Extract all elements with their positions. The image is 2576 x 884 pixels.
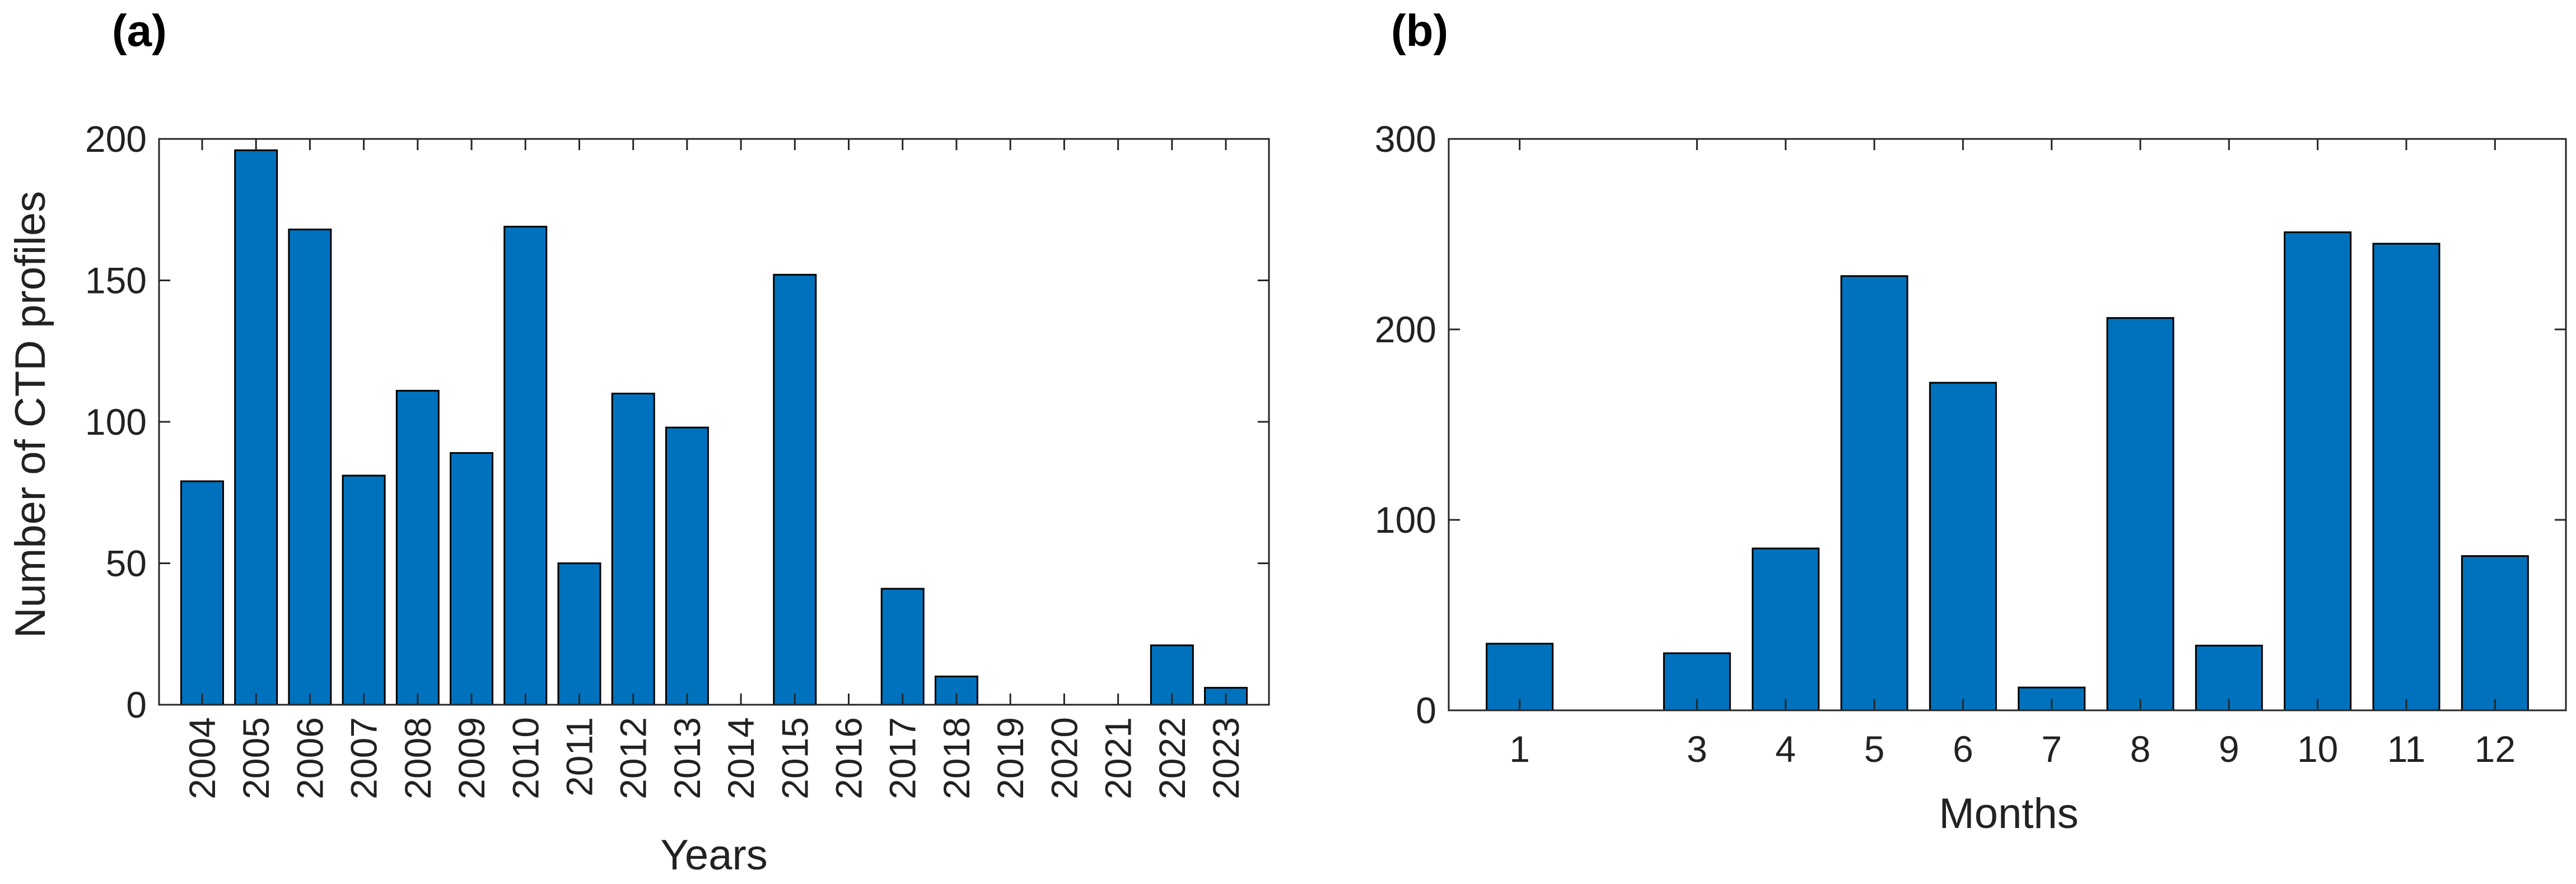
x-tick-label: 3 <box>1687 728 1707 770</box>
x-tick-label: 10 <box>2297 728 2338 770</box>
x-tick-label: 1 <box>1509 728 1530 770</box>
bar-2008 <box>395 389 440 706</box>
y-tick-label: 300 <box>1375 118 1436 160</box>
y-tick-label: 100 <box>85 401 147 443</box>
x-tick-label: 2013 <box>666 717 708 799</box>
y-tick-label: 50 <box>106 543 147 584</box>
x-tick-label: 2019 <box>990 717 1031 799</box>
bar-12 <box>2461 555 2529 711</box>
panel-a-bars <box>180 149 1248 706</box>
y-tick-label: 100 <box>1375 499 1436 541</box>
x-tick-label: 2006 <box>289 717 330 799</box>
x-tick-label: 2008 <box>397 717 438 799</box>
panel-a-label: (a) <box>112 6 167 55</box>
x-tick-label: 2007 <box>343 717 385 799</box>
bar-2011 <box>557 562 601 706</box>
x-tick-label: 8 <box>2130 728 2151 770</box>
panel-b-months-chart: (b) Months 0 100 200 300 1 3 4 5 6 7 8 9 10 11 12 <box>1375 6 2567 838</box>
bar-10 <box>2284 231 2352 711</box>
bar-8 <box>2106 317 2174 711</box>
bar-3 <box>1663 652 1731 711</box>
panel-b-label: (b) <box>1391 6 1448 55</box>
panel-a-x-ticks: 2004 2005 2006 2007 2008 2009 2010 2011 2012 2013… <box>181 139 1247 799</box>
x-tick-label: 2012 <box>613 717 654 799</box>
panel-b-x-axis-label: Months <box>1939 790 2078 838</box>
x-tick-label: 7 <box>2041 728 2062 770</box>
panel-a-x-axis-label: Years <box>660 831 768 879</box>
panel-b-x-ticks: 1 3 4 5 6 7 8 9 10 11 12 <box>1509 139 2516 770</box>
x-tick-label: 11 <box>2387 728 2426 770</box>
y-tick-label: 150 <box>85 260 147 301</box>
x-tick-label: 2010 <box>505 717 546 799</box>
bar-2015 <box>773 273 817 706</box>
panel-a-years-chart: (a) Number of CTD profiles Years 0 50 100 1… <box>7 6 1270 879</box>
y-tick-label: 200 <box>85 118 147 160</box>
bar-2017 <box>880 588 925 706</box>
bar-2010 <box>503 226 548 706</box>
bar-2009 <box>450 452 494 706</box>
panel-b-bars <box>1486 231 2529 711</box>
x-tick-label: 2022 <box>1151 717 1193 799</box>
panel-a-y-ticks: 0 50 100 150 200 <box>85 118 1269 725</box>
panel-b-y-ticks: 0 100 200 300 <box>1375 118 2566 731</box>
panel-a-axes-box <box>158 138 1270 706</box>
x-tick-label: 2009 <box>451 717 492 799</box>
bar-2005 <box>234 149 278 706</box>
x-tick-label: 2015 <box>774 717 815 799</box>
x-tick-label: 2004 <box>181 717 223 799</box>
y-tick-label: 200 <box>1375 309 1436 350</box>
x-tick-label: 2017 <box>882 717 923 799</box>
x-tick-label: 4 <box>1775 728 1796 770</box>
x-tick-label: 2018 <box>936 717 977 799</box>
bar-5 <box>1840 275 1908 711</box>
x-tick-label: 5 <box>1864 728 1885 770</box>
y-tick-label: 0 <box>1416 690 1436 731</box>
bar-11 <box>2372 243 2440 711</box>
x-tick-label: 6 <box>1953 728 1973 770</box>
bar-2013 <box>665 426 709 706</box>
x-tick-label: 12 <box>2475 728 2516 770</box>
bar-6 <box>1929 381 1997 711</box>
x-tick-label: 2023 <box>1205 717 1247 799</box>
x-tick-label: 2014 <box>720 717 762 799</box>
x-tick-label: 2005 <box>235 717 277 799</box>
x-tick-label: 2016 <box>828 717 870 799</box>
bar-4 <box>1752 547 1820 711</box>
x-tick-label: 2020 <box>1043 717 1085 799</box>
bar-2007 <box>342 474 386 706</box>
bar-2006 <box>288 229 332 706</box>
x-tick-label: 2011 <box>558 717 600 797</box>
panel-b-axes-box <box>1448 138 2567 711</box>
x-tick-label: 2021 <box>1098 717 1139 799</box>
panel-a-y-axis-label: Number of CTD profiles <box>7 191 54 638</box>
y-tick-label: 0 <box>126 684 147 725</box>
bar-2004 <box>180 480 224 706</box>
x-tick-label: 9 <box>2219 728 2239 770</box>
bar-2012 <box>611 393 655 706</box>
